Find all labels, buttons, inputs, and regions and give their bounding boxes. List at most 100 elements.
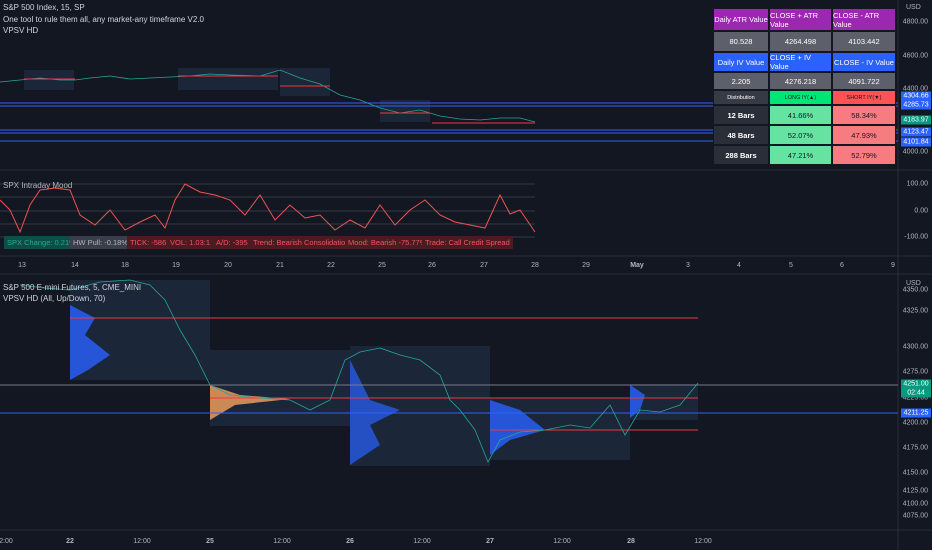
date-label: 3 [686,262,690,269]
table-cell: 80.528 [713,31,769,52]
price-tick: 4100.00 [902,500,928,508]
indicator-name: VPSV HD [3,26,39,35]
currency: USD [906,280,921,287]
pane-title: SPX Intraday Mood [3,181,73,190]
date-label: 13 [18,262,26,269]
date-label: 18 [121,262,129,269]
date-label: 20 [224,262,232,269]
date-label: 27 [480,262,488,269]
status-label: Trend: Bearish Consolidation [250,236,353,249]
price-line [19,279,699,463]
date-label: 26 [428,262,436,269]
time-label: 22 [66,538,74,545]
price-tick: 4350.00 [902,286,928,294]
time-label: 12:00 [273,538,291,545]
currency: USD [906,4,921,11]
status-label: SPX Change: 0.21% [4,236,79,249]
table-cell: 4091.722 [832,72,896,90]
date-label: 5 [789,262,793,269]
price-tag: 4285.73 [901,100,931,110]
price-tick: 4200.00 [902,419,928,427]
table-cell: 2.205 [713,72,769,90]
price-tag: 4123.47 [901,127,931,137]
profile-boxes [70,280,698,466]
time-label: 25 [206,538,214,545]
time-label: 26 [346,538,354,545]
table-cell: 47.93% [832,125,896,145]
table-cell: 4264.498 [769,31,832,52]
table-cell: Daily IV Value [713,52,769,72]
time-label: 12:00 [553,538,571,545]
table-cell: 47.21% [769,145,832,165]
table-cell: 52.79% [832,145,896,165]
table-cell: 4103.442 [832,31,896,52]
time-label: 12:00 [413,538,431,545]
price-tick: 4400.00 [902,85,928,93]
price-tick: 4125.00 [902,487,928,495]
price-tag: 4211.25 [901,408,931,418]
date-label: 19 [172,262,180,269]
table-cell: 41.66% [769,105,832,125]
price-tag: 4304.66 [901,91,931,101]
price-tick: 4225.00 [902,394,928,402]
status-label: Trade: Call Credit Spread [422,236,513,249]
pane-title: S&P 500 E-mini Futures, 5, CME_MINI [3,283,142,292]
osc-tick: 0.00 [914,207,928,215]
table-cell: 58.34% [832,105,896,125]
table-cell: 48 Bars [713,125,769,145]
table-cell: CLOSE - ATR Value [832,8,896,31]
table-cell: Distribution [713,90,769,105]
price-tick: 4275.00 [902,368,928,376]
table-cell: CLOSE + IV Value [769,52,832,72]
level-lines [0,384,898,414]
price-tick: 4150.00 [902,469,928,477]
price-tag: 4251.00 [901,379,931,389]
status-label: Mood: Bearish -75.77% [345,236,430,249]
status-label: A/D: -395 [213,236,251,249]
price-tick: 4000.00 [902,148,928,156]
date-label: 28 [531,262,539,269]
price-tick: 4325.00 [902,307,928,315]
status-label: HW Pull: -0.18% [70,236,132,249]
price-tag: 4183.97 [901,115,931,125]
date-label: 29 [582,262,590,269]
date-label: 25 [378,262,386,269]
table-cell: 52.07% [769,125,832,145]
pane-title: S&P 500 Index, 15, SP [3,3,85,12]
osc-tick: -100.00 [904,233,928,241]
indicator-name: VPSV HD (All, Up/Down, 70) [3,294,106,303]
price-tag: 4101.84 [901,137,931,147]
price-tick: 4800.00 [902,18,928,26]
price-tag: 02:44 [901,388,931,398]
poc-lines [70,317,698,431]
time-label: 12:00 [133,538,151,545]
price-tick: 4300.00 [902,343,928,351]
time-label: 12:00 [694,538,712,545]
table-cell: 288 Bars [713,145,769,165]
price-tick: 4175.00 [902,444,928,452]
price-tick: 4075.00 [902,512,928,520]
date-label: 14 [71,262,79,269]
status-label: TICK: -586 [127,236,170,249]
table-cell: Daily ATR Value [713,8,769,31]
date-label: 21 [276,262,284,269]
time-label: 2:00 [0,538,13,545]
osc-tick: 100.00 [906,180,928,188]
pane-subtitle: One tool to rule them all, any market-an… [3,15,204,24]
osc-grid [0,183,535,238]
table-cell: 12 Bars [713,105,769,125]
table-cell: SHORT IY(▼) [832,90,896,105]
profile-boxes [24,68,430,122]
time-label: 28 [627,538,635,545]
table-cell: LONG IY(▲) [769,90,832,105]
table-cell: 4276.218 [769,72,832,90]
date-label: 4 [737,262,741,269]
price-line [0,69,536,123]
date-label: 9 [891,262,895,269]
date-label: 6 [840,262,844,269]
date-label: May [630,262,644,269]
price-tick: 4600.00 [902,52,928,60]
table-cell: CLOSE + ATR Value [769,8,832,31]
status-label: VOL: 1.03:1 [167,236,214,249]
